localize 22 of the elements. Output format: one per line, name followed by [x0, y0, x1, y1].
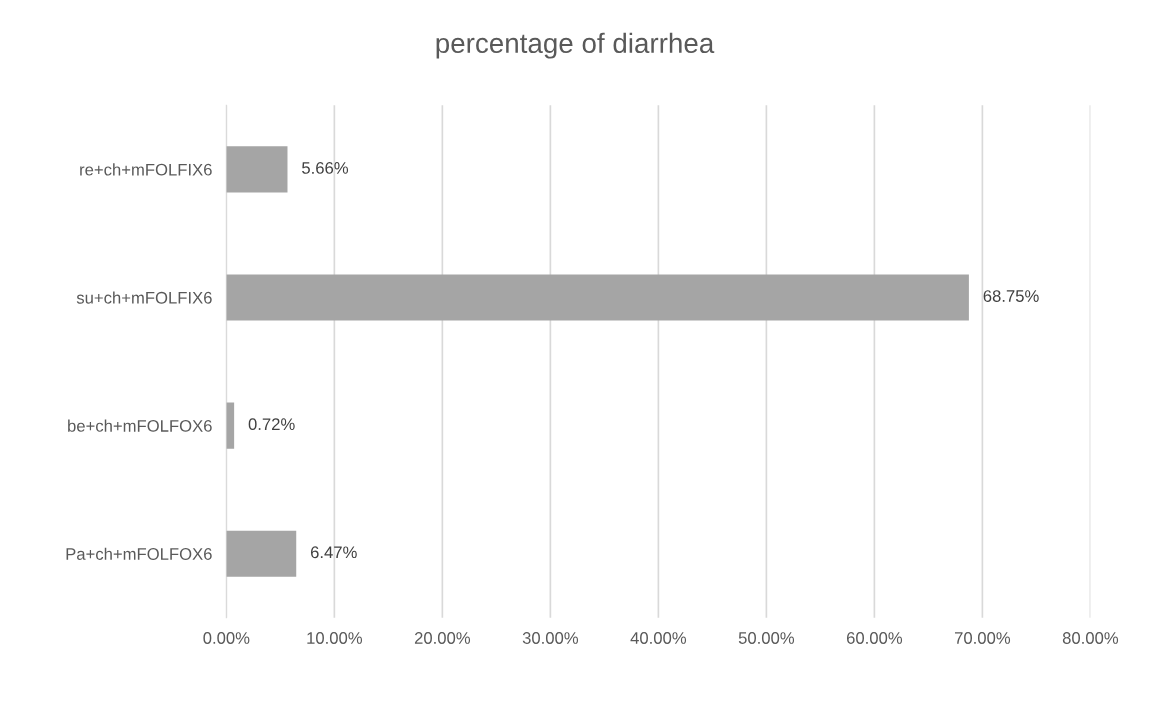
y-tick-label: re+ch+mFOLFIX6 [80, 163, 212, 176]
x-tick-label: 50.00% [738, 632, 795, 644]
data-label: 6.47% [310, 546, 357, 559]
y-tick-label: su+ch+mFOLFIX6 [76, 291, 212, 304]
x-tick-label: 80.00% [1062, 632, 1119, 644]
data-label: 68.75% [983, 290, 1039, 302]
x-tick-label: 20.00% [414, 632, 471, 644]
x-tick-label: 30.00% [522, 632, 579, 644]
bar [226, 530, 297, 577]
x-tick-label: 70.00% [954, 632, 1011, 644]
data-label: 0.72% [248, 418, 295, 431]
bar [226, 402, 235, 449]
y-tick-label: Pa+ch+mFOLFOX6 [66, 547, 212, 560]
x-tick-label: 10.00% [307, 632, 363, 644]
x-tick-label: 0.00% [203, 632, 250, 644]
x-tick-label: 40.00% [630, 632, 687, 644]
bar [226, 146, 288, 193]
bar [226, 274, 969, 321]
x-tick-label: 60.00% [846, 632, 903, 644]
data-label: 5.66% [302, 162, 349, 174]
chart-title: percentage of diarrhea [436, 32, 715, 59]
y-tick-label: be+ch+mFOLFOX6 [68, 419, 212, 432]
